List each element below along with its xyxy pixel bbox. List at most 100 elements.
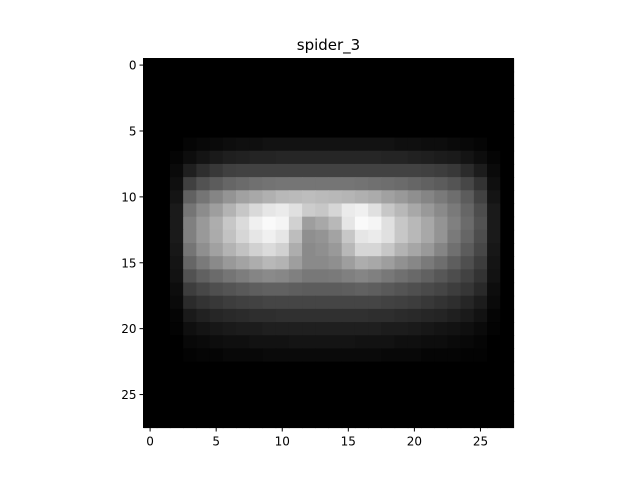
heatmap-cell [209,111,224,125]
heatmap-cell [156,84,171,99]
heatmap-cell [487,111,501,125]
heatmap-cell [196,308,211,323]
heatmap-cell [487,71,501,86]
heatmap-cell [196,98,211,112]
heatmap-cell [183,163,197,178]
heatmap-cell [341,335,356,350]
heatmap-cell [236,335,250,350]
heatmap-cell [315,361,330,376]
heatmap-cell [156,374,171,389]
heatmap-cell [473,203,488,218]
heatmap-cell [407,322,422,336]
heatmap-cell [209,414,224,429]
heatmap-cell [354,308,369,323]
heatmap-cell [262,348,277,363]
heatmap-cell [434,361,449,376]
heatmap-cell [143,124,158,139]
heatmap-cell [487,98,501,112]
heatmap-cell [381,374,396,389]
heatmap-cell [143,322,158,336]
heatmap-cell [473,295,488,310]
heatmap-cell [473,387,488,402]
heatmap-cell [262,216,277,231]
heatmap-cell [500,229,515,244]
heatmap-cell [394,163,409,178]
heatmap-cell [407,58,422,73]
heatmap-cell [315,111,330,125]
heatmap-cell [169,401,184,415]
heatmap-cell [407,71,422,86]
heatmap-cell [183,282,197,297]
heatmap-cell [421,335,435,350]
heatmap-cell [209,203,224,218]
heatmap-cell [328,58,343,73]
heatmap-cell [143,71,158,86]
heatmap-cell [156,216,171,231]
heatmap-cell [288,335,303,350]
heatmap-cell [368,361,382,376]
heatmap-cell [236,348,250,363]
heatmap-cell [236,374,250,389]
heatmap-cell [288,98,303,112]
heatmap-cell [447,401,462,415]
heatmap-cell [434,163,449,178]
heatmap-cell [487,190,501,205]
heatmap-cell [156,58,171,73]
heatmap-cell [421,243,435,257]
heatmap-cell [473,58,488,73]
heatmap-cell [368,295,382,310]
heatmap-cell [222,256,237,270]
heatmap-cell [183,190,197,205]
heatmap-cell [368,374,382,389]
heatmap-cell [262,177,277,191]
heatmap-cell [156,137,171,152]
heatmap-cell [341,243,356,257]
heatmap-cell [421,401,435,415]
heatmap-cell [196,414,211,429]
heatmap-cell [315,203,330,218]
heatmap-cell [341,229,356,244]
heatmap-cell [407,269,422,284]
heatmap-cell [460,229,475,244]
heatmap-cell [302,401,316,415]
heatmap-cell [275,163,290,178]
heatmap-cell [288,243,303,257]
heatmap-cell [315,295,330,310]
heatmap-cell [143,269,158,284]
heatmap-cell [143,229,158,244]
heatmap-cell [288,84,303,99]
heatmap-cell [209,229,224,244]
heatmap-cell [394,216,409,231]
heatmap-cell [222,124,237,139]
heatmap-cell [354,414,369,429]
heatmap-cell [249,414,264,429]
heatmap-cell [222,58,237,73]
heatmap-cell [500,414,515,429]
heatmap-cell [328,387,343,402]
heatmap-cell [381,335,396,350]
heatmap-cell [381,414,396,429]
heatmap-cell [222,190,237,205]
heatmap-cell [341,124,356,139]
heatmap-cell [183,361,197,376]
heatmap-cell [169,124,184,139]
heatmap-cell [381,190,396,205]
heatmap-cell [222,374,237,389]
heatmap-cell [394,282,409,297]
heatmap-cell [236,150,250,165]
heatmap-cell [434,137,449,152]
heatmap-cell [487,269,501,284]
heatmap-cell [183,229,197,244]
heatmap-cell [447,98,462,112]
heatmap-cell [262,361,277,376]
heatmap-cell [341,216,356,231]
heatmap-cell [302,98,316,112]
heatmap-cell [222,203,237,218]
heatmap-cell [315,374,330,389]
heatmap-cell [262,111,277,125]
heatmap-cell [473,348,488,363]
heatmap-cell [500,308,515,323]
heatmap-cell [487,387,501,402]
heatmap-cell [249,216,264,231]
heatmap-cell [328,71,343,86]
